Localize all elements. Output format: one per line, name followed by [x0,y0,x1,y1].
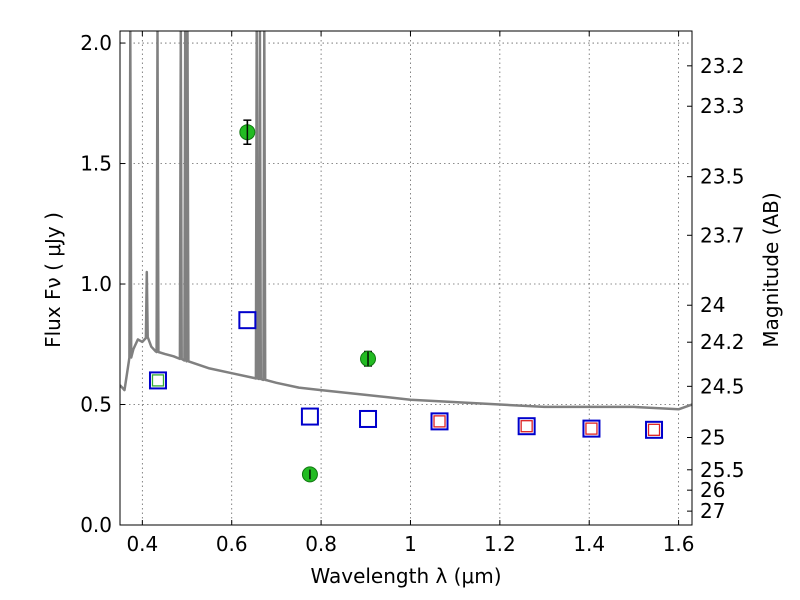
mag-tick-label: 24.5 [700,374,745,398]
x-axis-label: Wavelength λ (μm) [310,564,501,588]
y-tick-label: 0.0 [80,513,112,537]
grid [120,31,692,526]
mag-tick-label: 24.2 [700,330,745,354]
model-spectrum-line [120,31,692,411]
x-tick-label: 0.6 [216,532,248,556]
mag-tick-label: 23.3 [700,94,745,118]
model-spectrum [120,31,692,411]
x-tick-label: 1 [404,532,417,556]
y-axis-right-label: Magnitude (AB) [759,192,783,347]
filter-point [151,374,165,387]
mag-tick-label: 23.7 [700,223,745,247]
ticks: 0.4 0.6 0.8 1 1.2 1.4 1.6 0.0 0.5 1.0 1.5 2.0 23.2 23… [80,31,745,556]
mag-tick-label: 23.2 [700,54,745,78]
model-photometry-point [300,407,319,426]
filter-point [585,422,598,435]
x-tick-label: 0.8 [305,532,337,556]
mag-tick-label: 23.5 [700,165,745,189]
x-tick-label: 1.2 [484,532,516,556]
mag-tick-label: 25.5 [700,458,745,482]
filter-point [647,423,661,436]
mag-tick-label: 25 [700,426,725,450]
data-markers [148,119,664,483]
filter-point [433,415,446,428]
y-tick-label: 0.5 [80,393,112,417]
x-tick-label: 1.6 [663,532,695,556]
y-tick-label: 2.0 [80,31,112,55]
mag-tick-label: 24 [700,293,725,317]
mag-tick-label: 26 [700,478,725,502]
model-photometry-point [238,311,257,330]
x-tick-label: 0.4 [126,532,158,556]
y-tick-label: 1.0 [80,272,112,296]
x-tick-label: 1.4 [573,532,605,556]
y-axis-label: Flux Fν ( μJy ) [41,212,65,348]
mag-tick-label: 27 [700,499,725,523]
y-tick-label: 1.5 [80,152,112,176]
plot-frame [119,30,693,526]
filter-point [520,420,533,433]
model-photometry-point [359,409,378,428]
